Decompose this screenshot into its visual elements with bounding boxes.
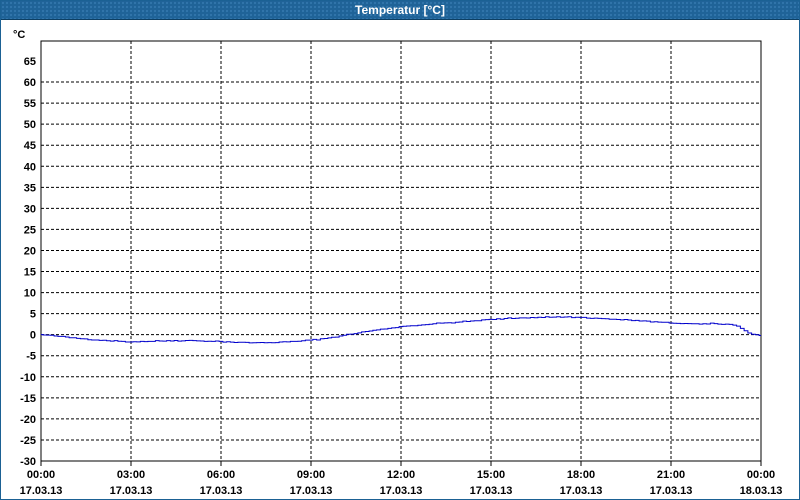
svg-text:20: 20 [24, 245, 36, 257]
svg-text:12:00: 12:00 [387, 469, 415, 481]
svg-text:17.03.13: 17.03.13 [290, 485, 333, 497]
svg-text:30: 30 [24, 203, 36, 215]
svg-text:17.03.13: 17.03.13 [560, 485, 603, 497]
svg-text:00:00: 00:00 [27, 469, 55, 481]
svg-text:65: 65 [24, 56, 36, 68]
svg-text:55: 55 [24, 98, 36, 110]
svg-text:00:00: 00:00 [747, 469, 775, 481]
svg-text:17.03.13: 17.03.13 [380, 485, 423, 497]
svg-text:17.03.13: 17.03.13 [470, 485, 513, 497]
svg-text:17.03.13: 17.03.13 [20, 485, 63, 497]
svg-text:-30: -30 [20, 456, 36, 468]
svg-text:-15: -15 [20, 393, 36, 405]
svg-text:09:00: 09:00 [297, 469, 325, 481]
svg-text:50: 50 [24, 119, 36, 131]
svg-text:03:00: 03:00 [117, 469, 145, 481]
svg-text:35: 35 [24, 182, 36, 194]
svg-text:-25: -25 [20, 435, 36, 447]
svg-text:5: 5 [30, 309, 36, 321]
svg-text:17.03.13: 17.03.13 [200, 485, 243, 497]
svg-text:25: 25 [24, 224, 36, 236]
svg-text:-10: -10 [20, 372, 36, 384]
svg-text:15:00: 15:00 [477, 469, 505, 481]
svg-text:21:00: 21:00 [657, 469, 685, 481]
svg-text:-20: -20 [20, 414, 36, 426]
svg-text:0: 0 [30, 330, 36, 342]
svg-text:°C: °C [13, 29, 25, 41]
svg-text:18.03.13: 18.03.13 [740, 485, 783, 497]
svg-text:17.03.13: 17.03.13 [110, 485, 153, 497]
svg-text:10: 10 [24, 288, 36, 300]
svg-text:45: 45 [24, 140, 36, 152]
svg-text:17.03.13: 17.03.13 [650, 485, 693, 497]
svg-text:15: 15 [24, 267, 36, 279]
svg-text:-5: -5 [26, 351, 36, 363]
svg-text:18:00: 18:00 [567, 469, 595, 481]
svg-text:40: 40 [24, 161, 36, 173]
svg-text:06:00: 06:00 [207, 469, 235, 481]
svg-text:60: 60 [24, 77, 36, 89]
